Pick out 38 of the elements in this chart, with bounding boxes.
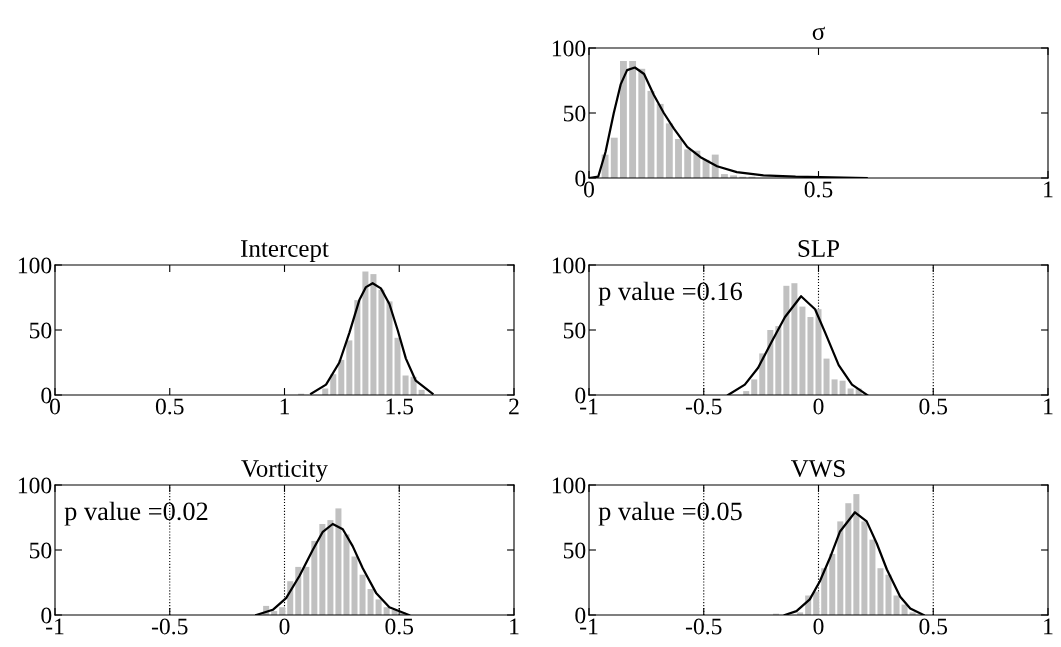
y-tick-label: 50: [563, 105, 586, 122]
x-tick-label: 1: [510, 618, 519, 635]
x-tick-label: -0.5: [685, 618, 722, 635]
y-tick-label: 50: [29, 542, 52, 559]
y-tick-label: 100: [552, 257, 586, 274]
x-tick-label: 0.5: [155, 398, 184, 415]
x-tick-label: 1.5: [386, 398, 414, 415]
y-tick-label: 100: [18, 257, 52, 274]
chart-title: SLP: [798, 240, 840, 257]
y-tick-label: 50: [563, 322, 586, 339]
x-tick-label: 0: [813, 618, 824, 635]
annotation: p value =0.05: [598, 501, 742, 526]
x-tick-label: 1: [1044, 181, 1053, 198]
y-tick-label: 100: [552, 477, 586, 494]
y-tick-label: 50: [29, 322, 52, 339]
x-tick-label: 0.5: [385, 618, 414, 635]
x-tick-label: 2: [509, 398, 519, 415]
x-tick-label: 0: [279, 618, 290, 635]
x-tick-label: 1: [280, 398, 289, 415]
y-tick-label: 0: [575, 170, 586, 187]
x-tick-label: 0.5: [919, 398, 948, 415]
y-tick-label: 50: [563, 542, 586, 559]
chart-title: σ: [812, 26, 825, 40]
x-tick-label: 0.5: [804, 181, 833, 198]
x-tick-label: -0.5: [151, 618, 188, 635]
annotation: p value =0.16: [598, 281, 742, 306]
annotation: p value =0.02: [64, 501, 208, 526]
chart-title: VWS: [791, 460, 845, 478]
chart-title: Intercept: [240, 240, 329, 262]
y-tick-label: 100: [552, 40, 586, 57]
x-tick-label: 1: [1044, 618, 1053, 635]
x-tick-label: 0: [813, 398, 824, 415]
y-tick-label: 0: [41, 387, 52, 404]
chart-title: Vorticity: [241, 460, 328, 483]
x-tick-label: -0.5: [685, 398, 722, 415]
y-tick-label: 100: [18, 477, 52, 494]
x-tick-label: 1: [1044, 398, 1053, 415]
x-tick-label: 0.5: [919, 618, 948, 635]
